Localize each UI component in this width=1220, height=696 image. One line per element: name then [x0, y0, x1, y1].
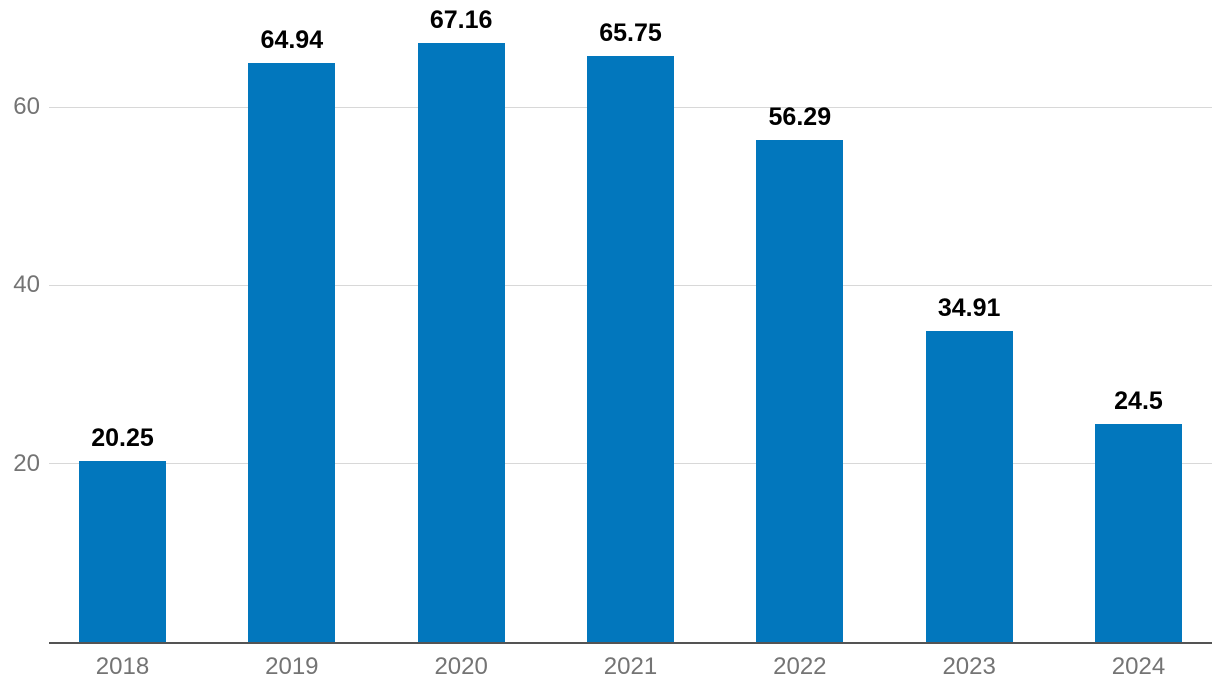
y-axis-labels: 20 40 60	[0, 0, 40, 642]
x-tick-label: 2018	[95, 653, 150, 680]
bar	[248, 62, 336, 642]
x-tick-label: 2023	[942, 653, 996, 680]
bar	[925, 330, 1013, 642]
x-tick-label: 2020	[434, 653, 488, 680]
bar-value-label: 65.75	[599, 18, 662, 47]
plot-area: 20.25 64.94 67.16 65.75 56.29 34.91 24.5	[49, 0, 1212, 642]
x-tick-label: 2022	[773, 653, 827, 680]
x-axis-labels: 2018 2019 2020 2021 2022 2023 2024	[0, 653, 1220, 696]
x-tick-label: 2019	[265, 653, 319, 680]
y-tick-label: 60	[13, 93, 40, 120]
bar	[1094, 423, 1182, 642]
x-tick-label: 2021	[603, 653, 658, 680]
x-tick-label: 2024	[1111, 653, 1166, 680]
y-tick-label: 40	[13, 271, 40, 299]
bar	[79, 461, 166, 642]
x-axis-line	[49, 642, 1212, 644]
bar-value-label: 64.94	[260, 25, 324, 54]
bar	[586, 55, 674, 642]
bar-value-label: 24.5	[1114, 386, 1163, 415]
bar-value-label: 67.16	[429, 6, 493, 35]
bar	[756, 140, 844, 642]
bar-value-label: 56.29	[768, 103, 832, 132]
bar-value-label: 20.25	[91, 424, 154, 453]
y-tick-label: 20	[13, 449, 40, 477]
bar	[417, 43, 505, 642]
bar-value-label: 34.91	[937, 293, 1001, 322]
